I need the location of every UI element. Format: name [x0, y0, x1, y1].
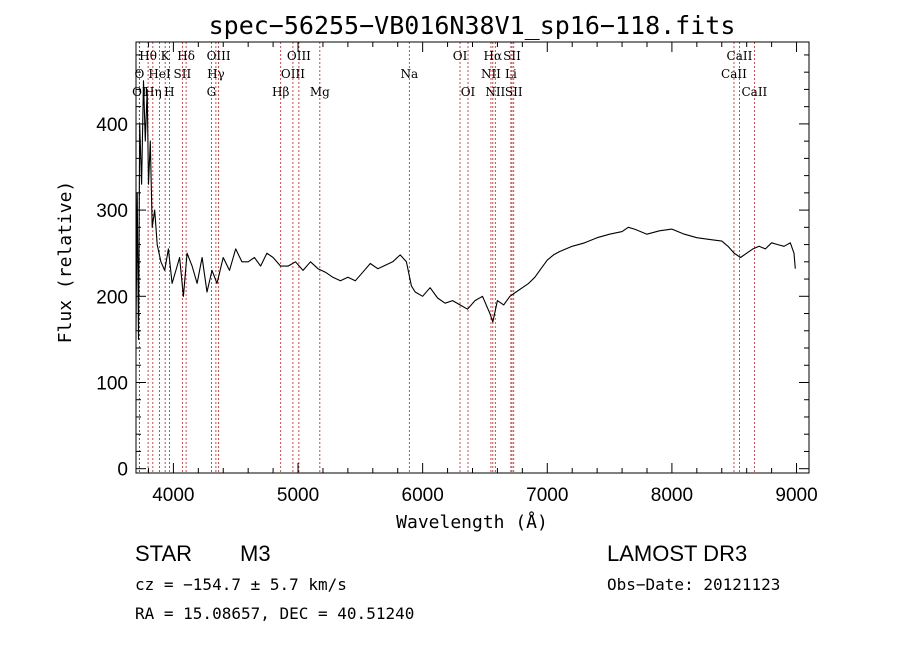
line-label-8: CaII [727, 49, 753, 63]
line-label-13: OIII [281, 67, 305, 81]
line-label-22: Hβ [272, 85, 289, 99]
line-label-23: Mg [310, 85, 330, 99]
line-label-20: H [164, 85, 174, 99]
y-tick-label-3: 300 [96, 201, 128, 222]
y-tick-label-2: 200 [96, 287, 128, 308]
ra-dec-coordinates: RA = 15.08657, DEC = 40.51240 [135, 604, 414, 623]
plot-frame [135, 41, 810, 474]
observation-date: Obs−Date: 20121123 [607, 575, 780, 594]
y-tick-label-0: 0 [117, 460, 128, 481]
redshift-cz: cz = −154.7 ± 5.7 km/s [135, 575, 347, 594]
line-label-25: NII [485, 85, 505, 99]
line-label-0: Hθ [139, 49, 157, 63]
chart-title: spec−56255−VB016N38V1_sp16−118.fits [209, 11, 736, 40]
line-label-1: K [161, 49, 171, 63]
line-label-26: SII [505, 85, 523, 99]
survey-name: LAMOST DR3 [607, 541, 747, 566]
line-label-10: HeI [148, 67, 171, 81]
line-label-16: Li [505, 67, 517, 81]
line-label-17: CaII [721, 67, 747, 81]
line-label-14: Na [400, 67, 418, 81]
line-label-24: OI [461, 85, 476, 99]
x-tick-label-0: 4000 [152, 485, 194, 506]
x-axis-ticks: 4000 5000 6000 7000 8000 9000 [147, 42, 818, 506]
line-label-19: Hη [144, 85, 162, 99]
line-label-21: G [207, 85, 217, 99]
line-label-7: SII [503, 49, 521, 63]
y-tick-label-1: 100 [96, 373, 128, 394]
line-label-15: NII [481, 67, 501, 81]
object-subclass: M3 [240, 541, 271, 566]
line-label-11: SII [174, 67, 192, 81]
spectral-line-markers [138, 42, 755, 473]
object-class: STAR [135, 541, 192, 566]
x-tick-label-2: 6000 [402, 485, 444, 506]
y-axis-ticks: 0 100 200 300 400 [96, 54, 809, 481]
x-tick-label-3: 7000 [526, 485, 568, 506]
y-axis-label: Flux (relative) [55, 181, 76, 344]
y-tick-label-4: 400 [96, 115, 128, 136]
x-axis-label: Wavelength (Å) [396, 511, 548, 533]
x-tick-label-5: 9000 [775, 485, 817, 506]
line-label-4: OIII [287, 49, 311, 63]
x-tick-label-1: 5000 [277, 485, 319, 506]
line-label-6: Hα [484, 49, 503, 63]
x-tick-label-4: 8000 [651, 485, 693, 506]
spectrum-line [135, 80, 796, 340]
line-label-3: OIII [207, 49, 231, 63]
line-label-2: Hδ [177, 49, 195, 63]
line-label-5: OI [453, 49, 468, 63]
line-label-12: Hγ [207, 67, 225, 81]
line-label-9: O [134, 67, 144, 81]
line-label-27: CaII [741, 85, 767, 99]
